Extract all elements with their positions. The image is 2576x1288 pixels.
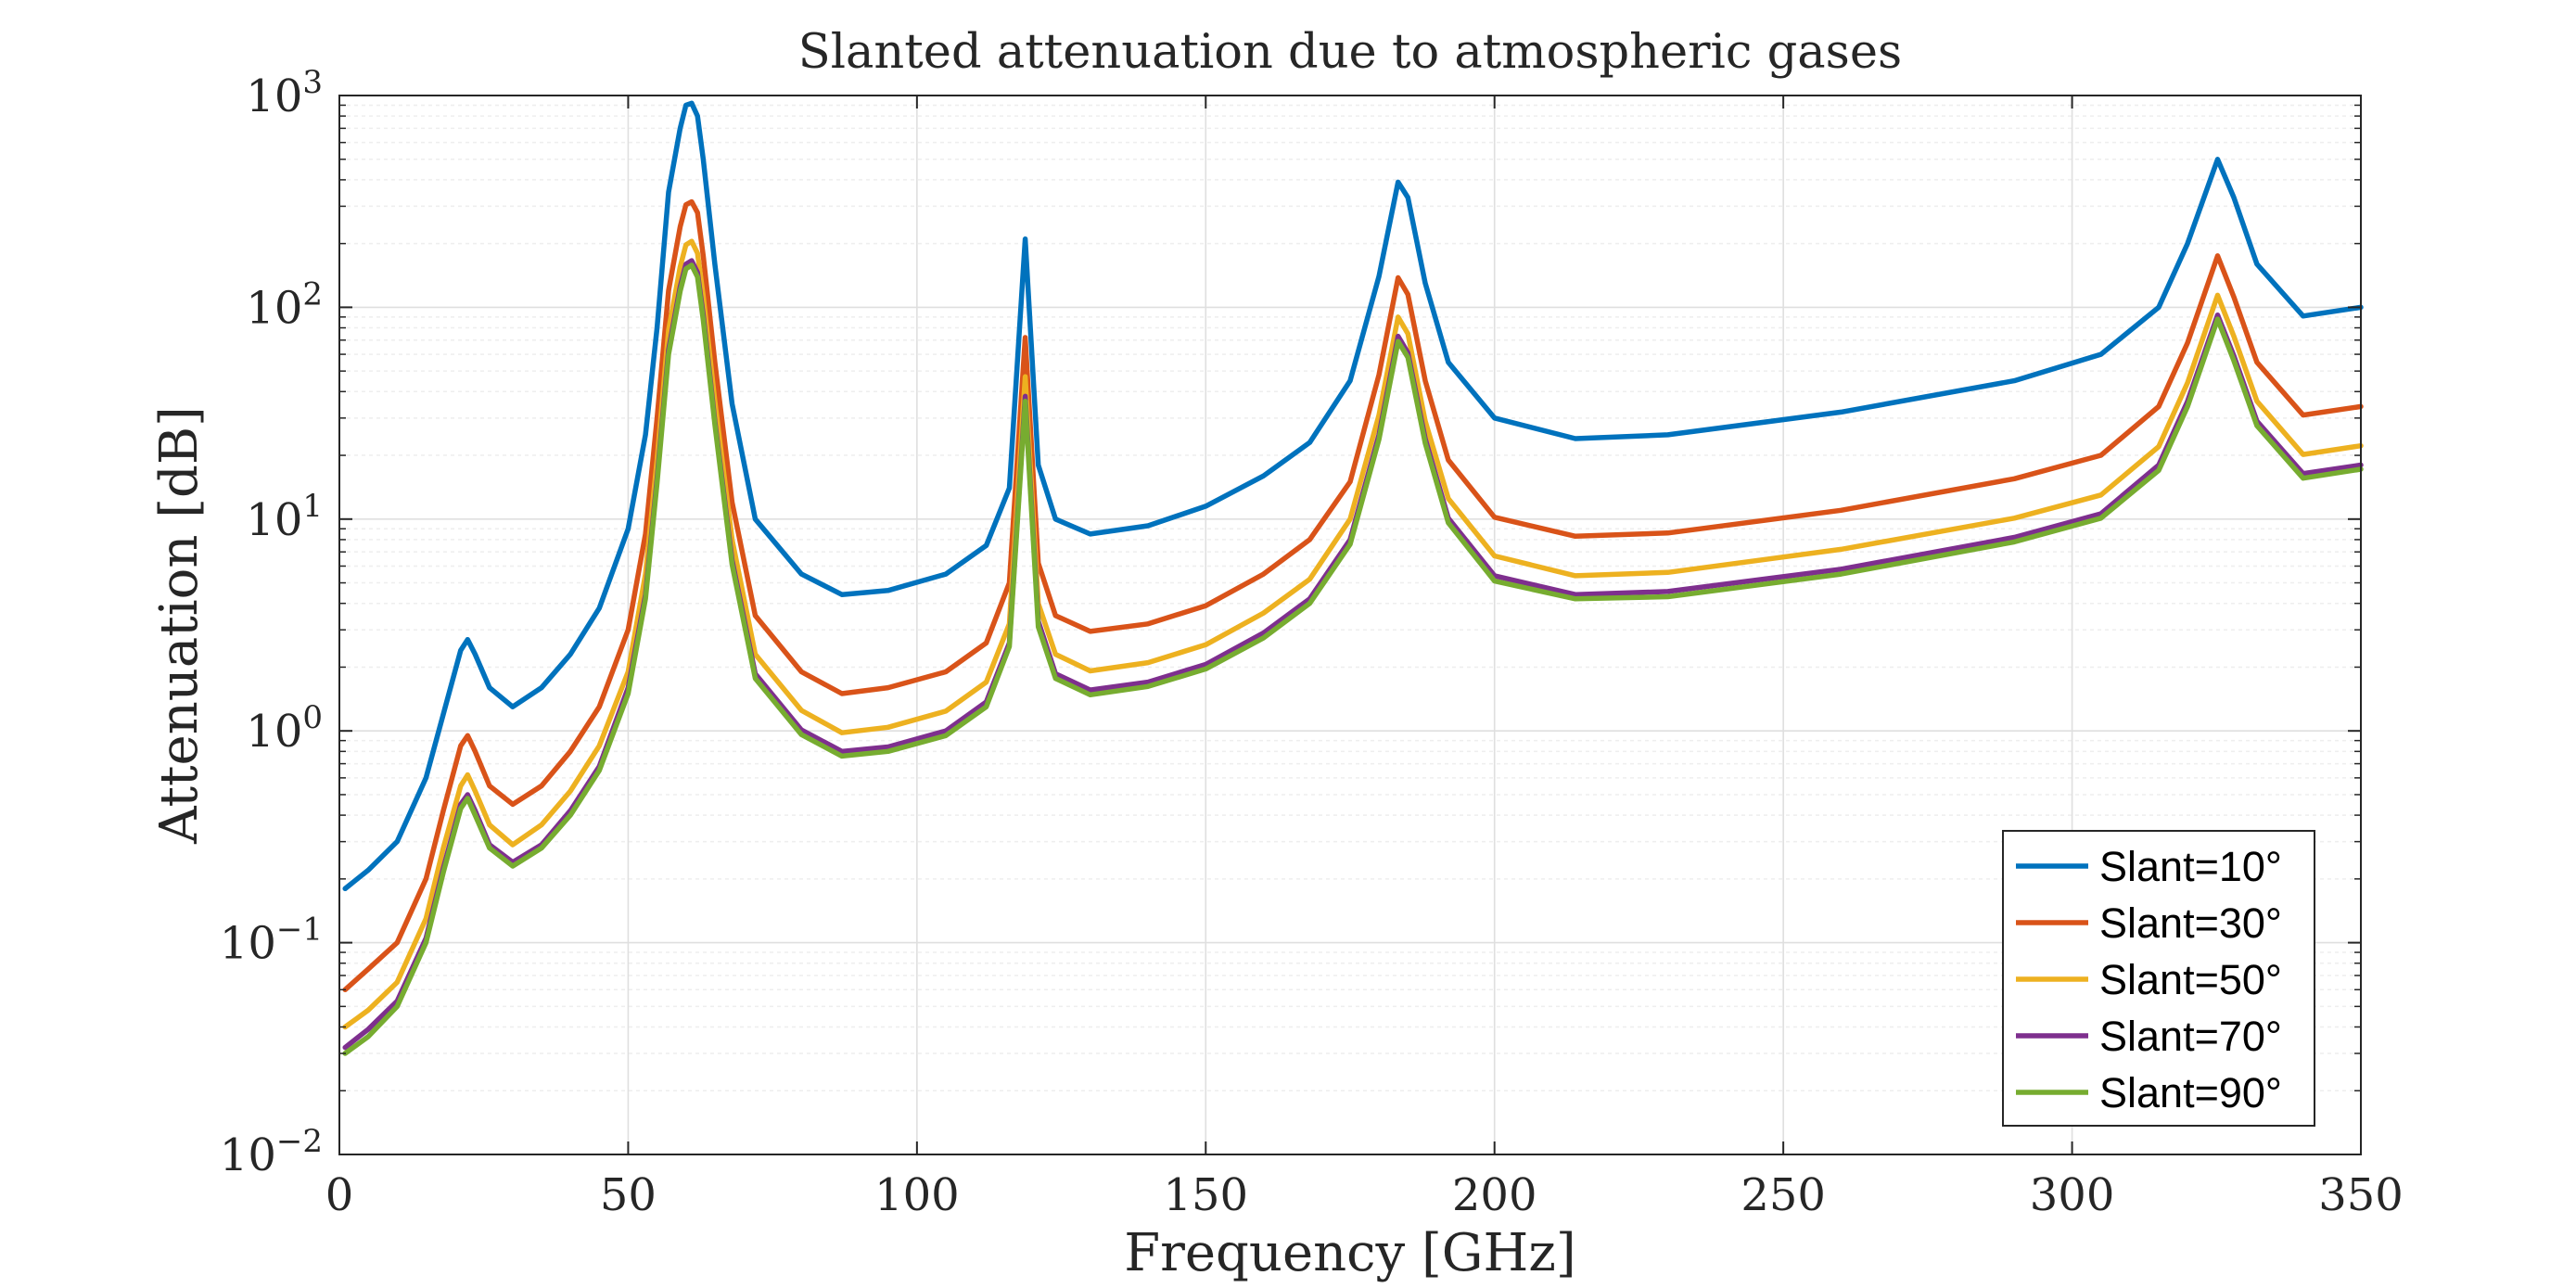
y-tick-labels: 10−2 10−1 100 101 102 103: [220, 64, 323, 1181]
chart-title: Slanted attenuation due to atmospheric g…: [798, 25, 1902, 80]
y-tick-label: 101: [246, 488, 323, 546]
x-tick-label: 300: [2030, 1169, 2115, 1221]
series-line-1: [342, 100, 2364, 892]
axis-ticks: [338, 95, 2362, 1155]
series-line-5: [342, 262, 2364, 1056]
axes-box: [338, 95, 2362, 1155]
y-tick-label: 100: [246, 699, 323, 758]
y-tick-label: 10−2: [220, 1123, 323, 1181]
y-tick-label: 10−1: [220, 912, 323, 970]
legend: Slant=10° Slant=30° Slant=50° Slant=70° Slan…: [2002, 830, 2315, 1127]
legend-label: Slant=50°: [2099, 956, 2282, 1003]
series-line-4: [342, 258, 2364, 1051]
legend-label: Slant=10°: [2099, 843, 2282, 890]
x-tick-labels: 0 50 100 150 200 250 300 350: [325, 1169, 2404, 1221]
y-tick-label: 103: [246, 64, 323, 122]
x-tick-label: 200: [1452, 1169, 1537, 1221]
series-line-2: [342, 198, 2364, 993]
x-tick-label: 100: [874, 1169, 960, 1221]
x-tick-label: 50: [600, 1169, 657, 1221]
y-tick-label: 102: [246, 275, 323, 334]
x-axis-label: Frequency [GHz]: [1124, 1223, 1575, 1283]
legend-label: Slant=70°: [2099, 1013, 2282, 1060]
y-axis-label: Attenuation [dB]: [149, 406, 210, 845]
series-lines: [342, 100, 2364, 1056]
x-tick-label: 250: [1741, 1169, 1826, 1221]
legend-label: Slant=30°: [2099, 899, 2282, 947]
x-tick-label: 150: [1163, 1169, 1248, 1221]
legend-label: Slant=90°: [2099, 1069, 2282, 1116]
x-tick-label: 350: [2318, 1169, 2404, 1221]
series-line-3: [342, 238, 2364, 1030]
x-tick-label: 0: [325, 1169, 354, 1221]
